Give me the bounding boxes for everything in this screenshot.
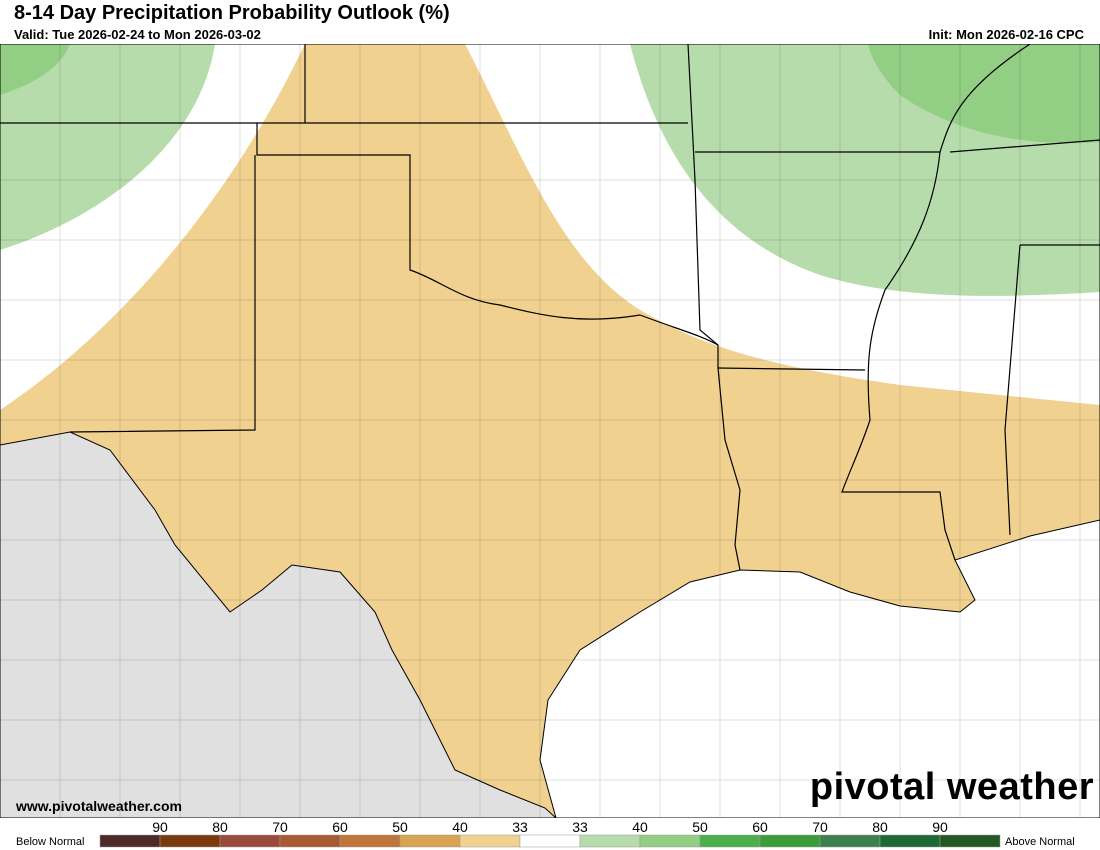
legend-tick: 33 <box>572 819 588 835</box>
legend: Below Normal Above Normal 90 80 70 60 50 40 33… <box>16 819 1075 848</box>
legend-tick: 80 <box>872 819 888 835</box>
legend-tick: 70 <box>272 819 288 835</box>
legend-swatch <box>699 834 761 848</box>
county-lines <box>0 44 1100 818</box>
state-borders <box>0 44 1100 571</box>
legend-swatch <box>279 834 341 848</box>
legend-tick: 80 <box>212 819 228 835</box>
legend-tick: 33 <box>512 819 528 835</box>
legend-tick: 70 <box>812 819 828 835</box>
website: www.pivotalweather.com <box>16 798 182 814</box>
legend-tick: 90 <box>152 819 168 835</box>
legend-swatch <box>459 834 521 848</box>
legend-swatch <box>759 834 821 848</box>
legend-swatch <box>339 834 401 848</box>
legend-swatch <box>519 834 581 848</box>
legend-tick: 50 <box>392 819 408 835</box>
legend-tick: 90 <box>932 819 948 835</box>
above-normal-area <box>0 44 70 95</box>
legend-below-label: Below Normal <box>16 836 84 848</box>
above-normal-area <box>0 44 215 250</box>
legend-tick: 40 <box>452 819 468 835</box>
legend-swatch <box>819 834 881 848</box>
legend-above-label: Above Normal <box>1005 836 1075 848</box>
title: 8-14 Day Precipitation Probability Outlo… <box>14 2 450 24</box>
legend-tick: 60 <box>332 819 348 835</box>
init-time: Init: Mon 2026-02-16 CPC <box>928 27 1084 42</box>
gulf <box>539 519 1100 818</box>
legend-swatch <box>159 834 221 848</box>
above-normal-area <box>868 44 1100 144</box>
map <box>0 44 1100 818</box>
legend-swatch <box>219 834 281 848</box>
logo: pivotal weather <box>809 766 1094 808</box>
legend-tick: 50 <box>692 819 708 835</box>
legend-swatch <box>879 834 941 848</box>
legend-tick: 60 <box>752 819 768 835</box>
legend-swatch <box>639 834 701 848</box>
legend-tick: 40 <box>632 819 648 835</box>
legend-swatch <box>399 834 461 848</box>
legend-swatch <box>939 834 1001 848</box>
valid-period: Valid: Tue 2026-02-24 to Mon 2026-03-02 <box>14 27 261 42</box>
legend-swatch <box>99 834 161 848</box>
legend-swatch <box>579 834 641 848</box>
mexico <box>0 431 557 818</box>
